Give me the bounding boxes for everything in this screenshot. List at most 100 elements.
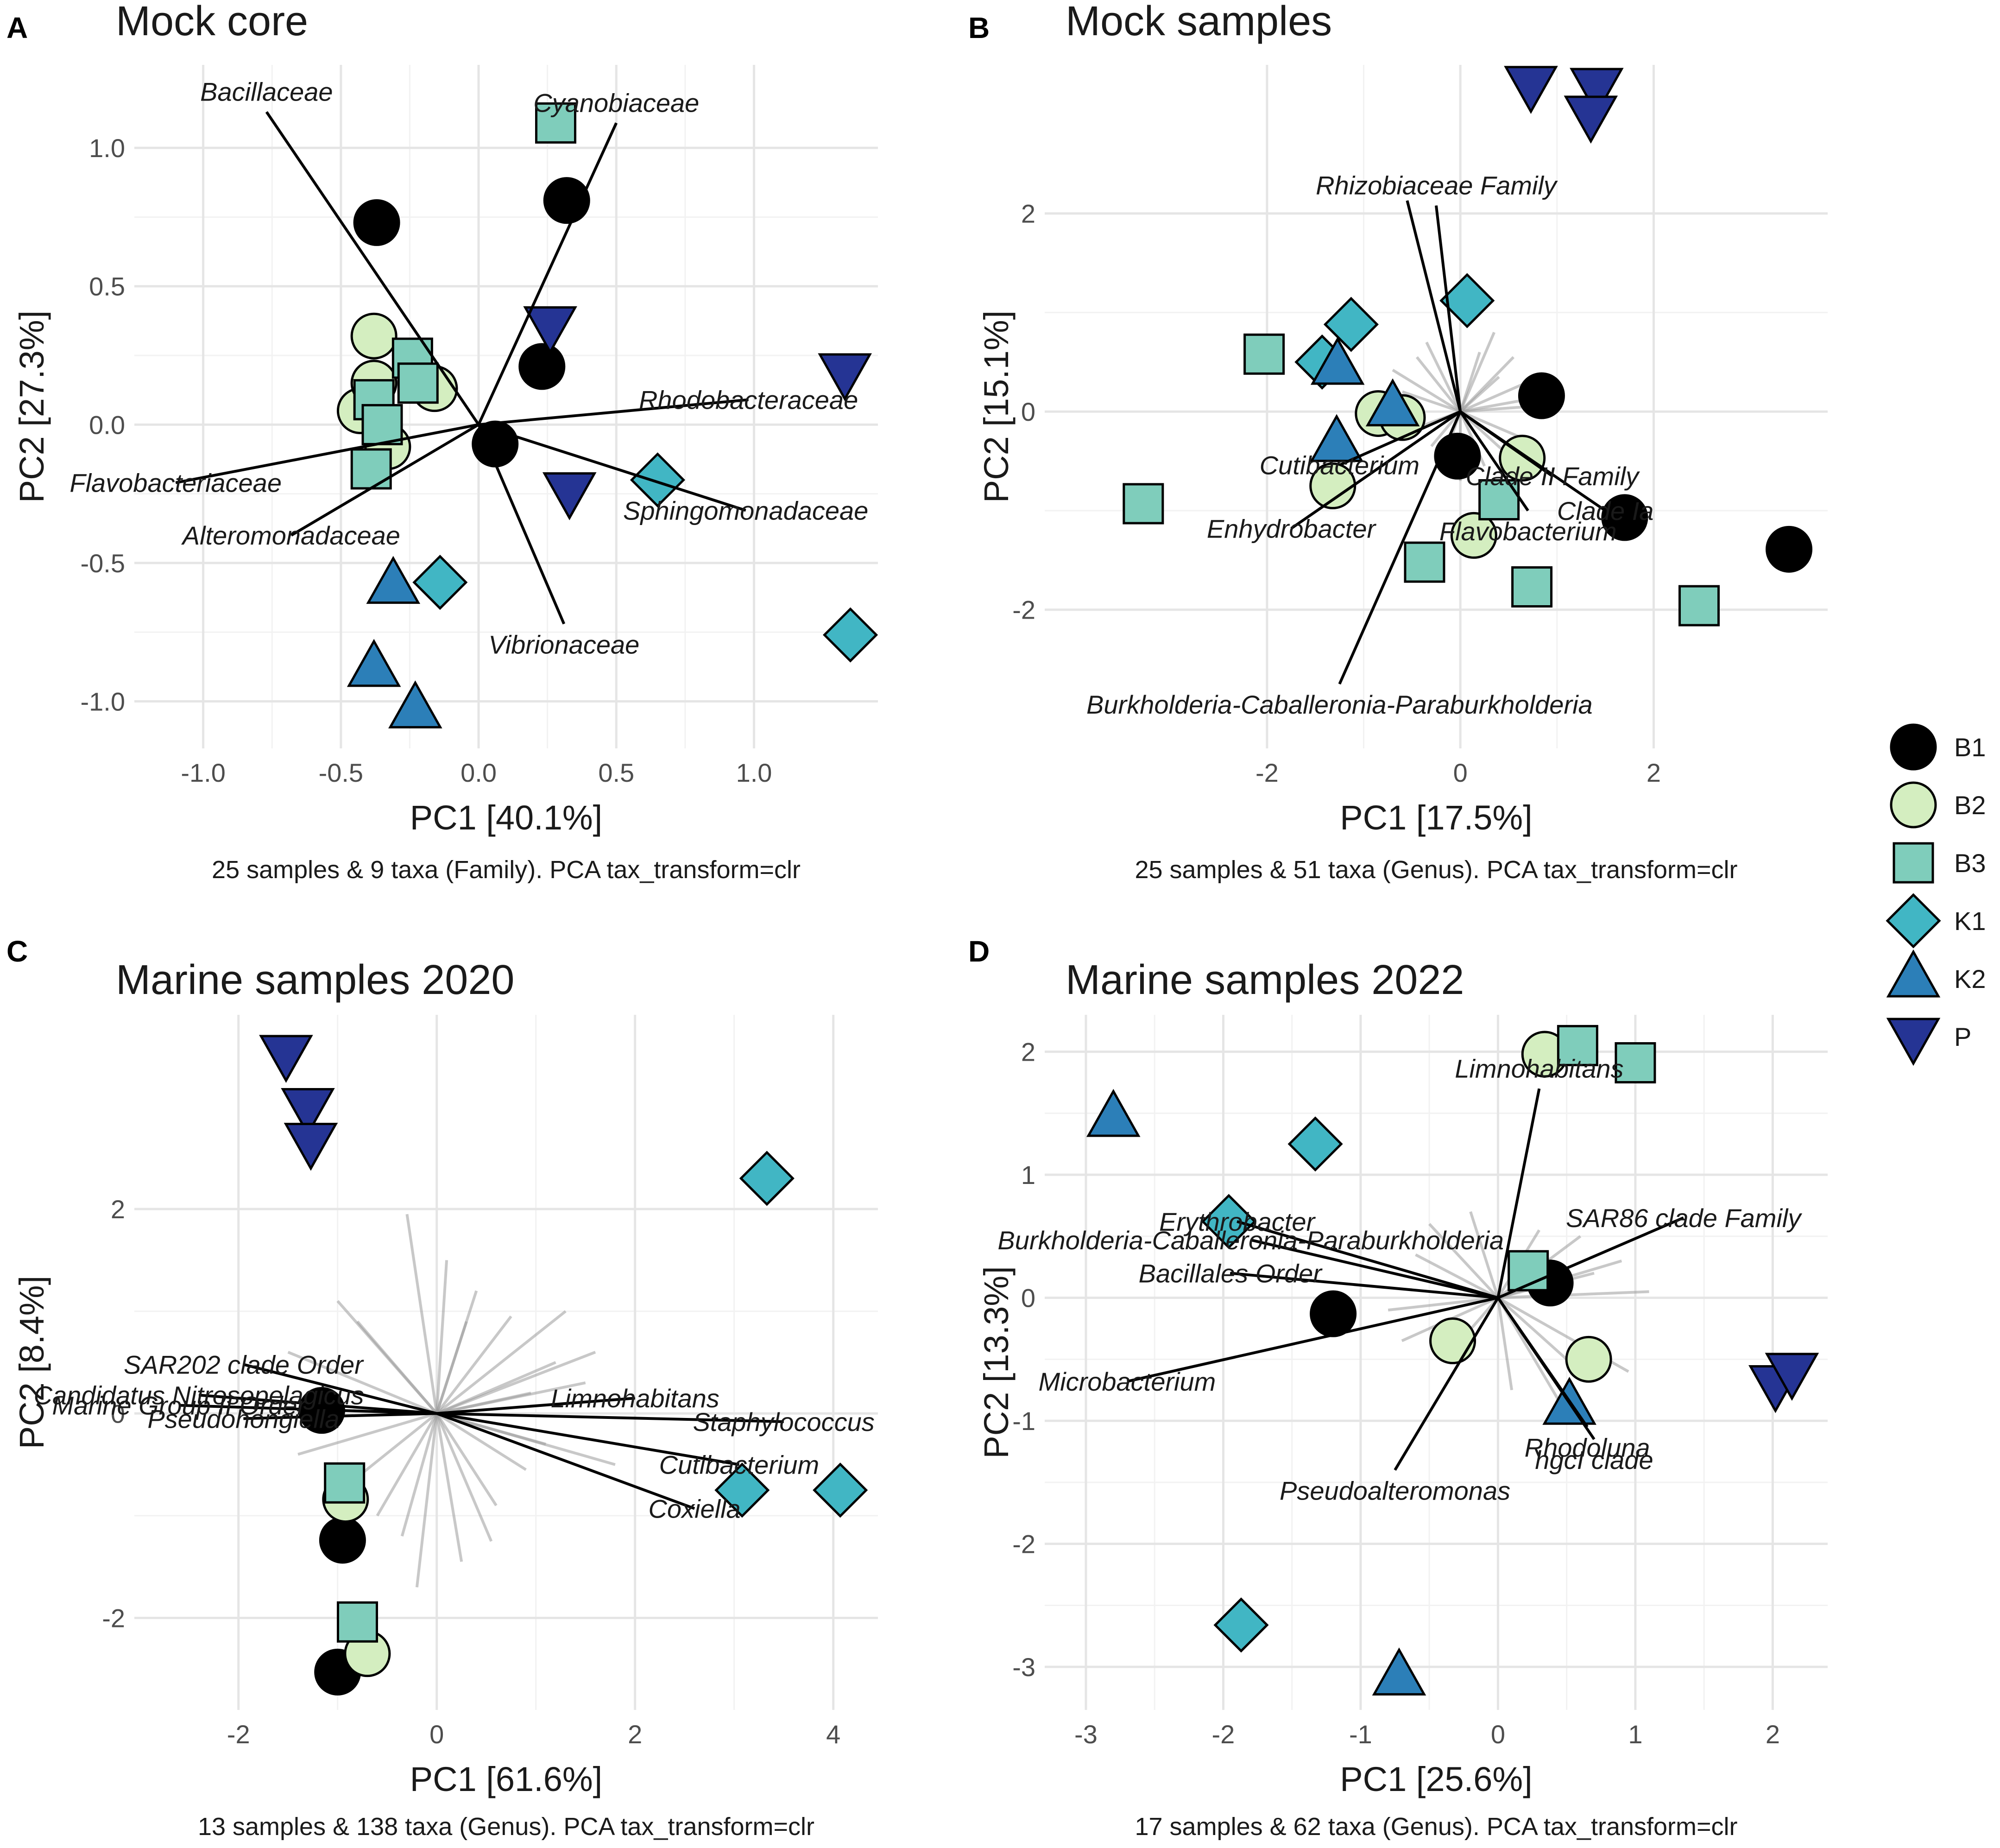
sample-point-k1 (739, 1151, 795, 1206)
sample-point-b3 (1557, 1025, 1598, 1066)
y-axis-label: PC2 [15.1%] (977, 310, 1016, 503)
loading-label: Flavobacteriaceae (69, 468, 282, 498)
sample-point-k1 (714, 1462, 770, 1518)
sample-point-k2 (1365, 378, 1420, 427)
panel-title: Mock core (116, 0, 308, 44)
sample-point-p (281, 1088, 335, 1136)
background-loading-line (435, 1413, 493, 1542)
loading-label: Rhizobiaceae Family (1316, 171, 1558, 200)
sample-point-p (284, 1123, 338, 1171)
legend-symbol-k2 (1886, 949, 1941, 998)
loading-arrow (478, 423, 746, 512)
background-loading-line (400, 1413, 438, 1537)
sample-point-b3 (397, 362, 439, 404)
background-loading-line (336, 1300, 438, 1415)
sample-point-k1 (630, 452, 685, 508)
background-loading-line (376, 1412, 438, 1517)
y-tick-label: 0.5 (89, 272, 125, 301)
loading-label: Bacillales Order (1139, 1259, 1323, 1288)
loading-arrow (1496, 1088, 1541, 1298)
loading-arrow (1250, 1238, 1499, 1299)
sample-point-b2 (1565, 1335, 1612, 1383)
panels: -1.0 -0.5 0.0 0.5 1.0 -1.0 -0.5 0.0 0.5 1.0 Bacill… (6, 0, 1828, 1841)
legend-label: B1 (1954, 733, 1986, 762)
background-loading-line (1428, 1223, 1499, 1299)
legend-label: P (1954, 1022, 1971, 1051)
loading-label: Clade Ia (1557, 496, 1654, 525)
sample-point-k2 (347, 639, 401, 687)
x-tick-label: -1.0 (181, 758, 226, 787)
sample-point-b1 (1518, 372, 1565, 419)
background-loading-line (1430, 411, 1462, 447)
legend-symbol-b2 (1890, 781, 1937, 829)
background-loading-line (1402, 390, 1461, 413)
background-loading-line (435, 1315, 512, 1415)
background-loading-line (1415, 1253, 1499, 1299)
loading-label: Limnohabitans (1455, 1054, 1623, 1083)
panel-letter: A (6, 11, 28, 44)
y-tick-label: 0 (111, 1399, 125, 1428)
x-tick-label: 1 (1628, 1720, 1642, 1749)
sample-point-b3 (337, 1601, 378, 1643)
legend: B1 B2 B3 K1 K2 P (1886, 723, 1986, 1066)
loading-arrow (436, 1397, 636, 1415)
loading-arrow (477, 424, 566, 625)
background-loading-line (435, 1321, 468, 1414)
sample-point-k1 (823, 607, 878, 663)
loading-arrow (478, 398, 749, 426)
loading-arrow (175, 423, 479, 484)
sample-point-k2 (1372, 1647, 1426, 1696)
legend-symbol-b1 (1890, 723, 1937, 771)
x-tick-label: -2 (227, 1720, 250, 1749)
panel-title: Marine samples 2020 (116, 957, 514, 1003)
loading-arrow (1230, 1272, 1498, 1299)
sample-point-k1 (1213, 1597, 1269, 1653)
x-tick-label: -1 (1349, 1720, 1372, 1749)
loading-label: Microbacterium (1039, 1367, 1216, 1396)
panel-d: -3 -2 -1 0 1 2 -3 -2 -1 0 1 2 Limnohabitans Erythroba… (968, 935, 1828, 1841)
x-tick-label: -2 (1212, 1720, 1235, 1749)
loading-arrow (436, 1412, 695, 1510)
loading-arrows (1290, 200, 1606, 685)
background-loading-line (435, 1310, 567, 1415)
legend-label: B2 (1954, 791, 1986, 820)
background-loading-line (435, 1413, 463, 1562)
loading-arrow (1496, 1297, 1596, 1440)
sample-point-k1 (1323, 297, 1379, 352)
sample-point-b1 (1766, 525, 1813, 573)
loading-label: Clade II Family (1466, 462, 1640, 491)
plot-caption: 25 samples & 51 taxa (Genus). PCA tax_tr… (1135, 856, 1737, 884)
loading-arrows (178, 1363, 784, 1510)
legend-symbol-p (1886, 1018, 1941, 1066)
loading-arrow (436, 1412, 739, 1466)
legend-item-b2: B2 (1890, 781, 1986, 829)
legend-item-k2: K2 (1886, 949, 1986, 998)
sample-point-b3 (1123, 483, 1164, 525)
background-loading-line (435, 1412, 498, 1506)
panel-letter: C (6, 935, 28, 968)
y-tick-label: 2 (1021, 1038, 1035, 1067)
y-axis-label: PC2 [13.3%] (977, 1266, 1016, 1458)
legend-label: K1 (1954, 906, 1986, 936)
background-loading-line (1497, 1297, 1575, 1367)
panel-title: Mock samples (1066, 0, 1332, 44)
x-tick-label: 0 (1453, 758, 1468, 787)
sample-point-k2 (1309, 414, 1364, 462)
loading-label: Rhodobacteraceae (639, 386, 858, 415)
sample-point-b1 (1601, 494, 1648, 541)
y-tick-label: 0.0 (89, 410, 125, 439)
y-tick-label: -2 (1012, 595, 1035, 625)
sample-point-b3 (361, 404, 403, 445)
loading-label: Sphingomonadaceae (623, 496, 868, 525)
sample-point-b3 (1478, 479, 1520, 520)
loading-arrow (1459, 411, 1529, 512)
y-tick-label: 0 (1021, 397, 1035, 426)
background-loading-line (1392, 368, 1461, 413)
sample-point-p (259, 1035, 313, 1083)
loading-arrow (178, 1404, 437, 1415)
loading-arrows (175, 111, 749, 625)
sample-point-b1 (319, 1517, 366, 1564)
background-loading-line (287, 1351, 437, 1415)
sample-point-k2 (1086, 1089, 1141, 1137)
